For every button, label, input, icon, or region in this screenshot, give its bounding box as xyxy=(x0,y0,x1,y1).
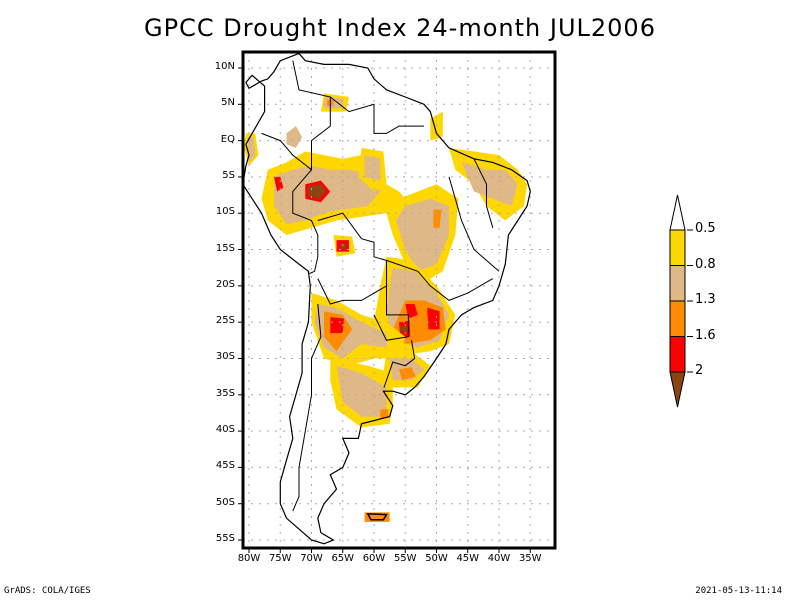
lat-tick-label: 20S xyxy=(215,278,235,290)
lat-tick-label: 15S xyxy=(215,242,235,254)
lon-tick-label: 40W xyxy=(487,553,511,564)
lat-tick-label: 5S xyxy=(222,169,235,181)
drought-shading-layer xyxy=(244,93,528,522)
drought-area-very-severe xyxy=(433,209,442,228)
lat-tick-label: 5N xyxy=(221,97,235,109)
country-border xyxy=(473,158,494,228)
colorbar-segment xyxy=(669,336,686,373)
country-border xyxy=(261,60,331,171)
lat-tick-label: 45S xyxy=(215,460,235,472)
lat-tick-label: 10N xyxy=(214,61,235,72)
south-america-coastline xyxy=(242,52,531,545)
grads-credit: GrADS: COLA/IGES xyxy=(4,586,91,596)
country-border xyxy=(383,340,416,388)
drought-area-extreme xyxy=(330,317,344,334)
lat-tick-label: 50S xyxy=(215,496,235,508)
colorbar-segment xyxy=(669,300,686,337)
colorbar-level-label: 0.8 xyxy=(695,256,716,272)
country-border xyxy=(386,259,494,301)
lon-tick-label: 80W xyxy=(237,553,261,564)
chart-title: GPCC Drought Index 24-month JUL2006 xyxy=(144,14,656,42)
country-border xyxy=(373,285,409,341)
gridlines xyxy=(243,52,555,548)
country-border xyxy=(317,212,387,305)
timestamp: 2021-05-13-11:14 xyxy=(695,586,782,596)
map-frame xyxy=(241,50,557,550)
axis-ticks xyxy=(238,67,531,553)
country-border xyxy=(329,96,424,134)
lon-tick-label: 65W xyxy=(331,553,355,564)
lat-tick-label: 35S xyxy=(215,387,235,399)
colorbar-top-arrow xyxy=(669,194,686,231)
drought-area-severe xyxy=(336,365,387,417)
country-border xyxy=(448,176,500,272)
colorbar xyxy=(669,194,693,408)
lat-tick-label: 10S xyxy=(215,206,235,218)
coastlines-borders xyxy=(242,52,531,545)
lon-tick-label: 35W xyxy=(518,553,542,564)
lat-tick-label: 30S xyxy=(215,351,235,363)
drought-area-severe xyxy=(286,126,303,148)
colorbar-segment xyxy=(669,265,686,302)
lon-tick-label: 50W xyxy=(425,553,448,564)
colorbar-segment xyxy=(669,229,686,266)
country-border xyxy=(292,303,322,512)
lat-tick-label: 40S xyxy=(215,424,235,436)
drought-area-severe xyxy=(247,137,256,163)
falkland-islands-outline xyxy=(366,513,388,521)
drought-area-exceptional xyxy=(340,243,346,250)
colorbar-level-label: 2 xyxy=(695,363,704,378)
drought-area-severe xyxy=(461,162,518,206)
drought-area-severe xyxy=(364,155,381,181)
colorbar-level-label: 1.6 xyxy=(695,327,716,343)
lat-tick-label: 25S xyxy=(215,315,235,327)
lon-tick-label: 70W xyxy=(300,553,323,564)
lat-tick-label: EQ xyxy=(220,133,235,145)
drought-area-extreme xyxy=(427,307,440,330)
lon-tick-label: 60W xyxy=(362,553,386,564)
lat-tick-label: 55S xyxy=(215,533,235,545)
drought-area-exceptional xyxy=(308,184,326,199)
drought-area-very-severe xyxy=(399,367,416,381)
colorbar-level-label: 1.3 xyxy=(695,292,716,307)
lon-tick-label: 75W xyxy=(268,553,292,564)
country-border xyxy=(292,169,319,274)
colorbar-bottom-arrow xyxy=(669,371,686,408)
drought-area-very-severe xyxy=(380,409,389,418)
drought-area-moderate xyxy=(430,111,443,141)
lon-tick-label: 55W xyxy=(393,553,417,564)
drought-area-extreme xyxy=(274,176,284,192)
lon-tick-label: 45W xyxy=(456,553,480,564)
drought-area-exceptional xyxy=(400,326,408,332)
colorbar-level-label: 0.5 xyxy=(695,221,716,236)
